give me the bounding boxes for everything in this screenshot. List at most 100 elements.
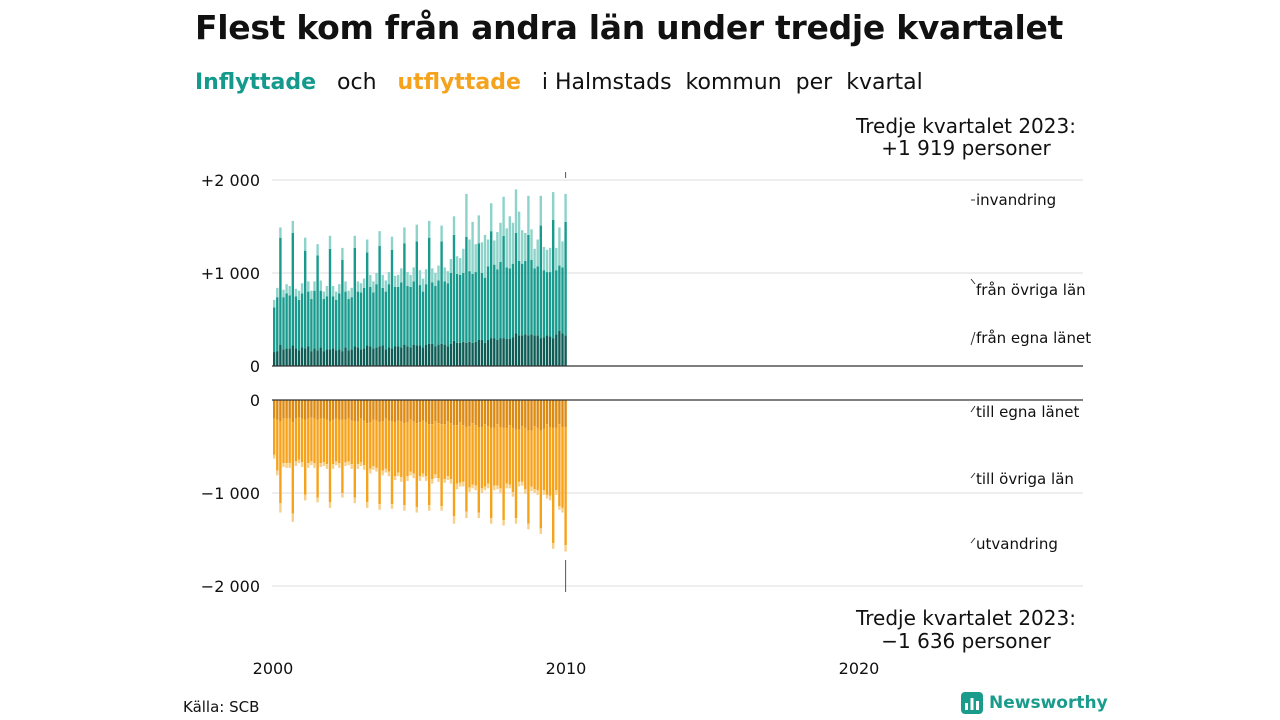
bar-out-own (517, 400, 521, 430)
bar-out-own (316, 400, 319, 420)
bar-emig (291, 513, 294, 522)
bar-in-other (279, 237, 282, 345)
bar-out-other (530, 430, 533, 487)
bar-emig (431, 479, 434, 484)
bar-emig (490, 518, 493, 524)
bar-immig (421, 278, 425, 292)
bar-in-own (455, 342, 459, 366)
bar-emig (285, 463, 288, 468)
bar-out-own (335, 400, 338, 419)
bar-immig (372, 281, 375, 293)
bar-in-own (542, 337, 546, 366)
bar-emig (347, 461, 350, 466)
bar-immig (347, 290, 350, 300)
bar-in-other (400, 282, 403, 348)
bar-in-other (483, 277, 487, 343)
bar-out-other (511, 427, 515, 493)
bar-out-own (564, 400, 567, 427)
bar-in-other (387, 284, 391, 348)
bar-in-own (474, 341, 477, 366)
bar-immig (527, 195, 530, 235)
bar-in-own (325, 349, 329, 366)
bar-out-own (428, 400, 431, 425)
bar-out-own (477, 400, 480, 427)
bar-immig (477, 215, 480, 244)
bar-immig (297, 290, 301, 300)
bar-in-own (344, 347, 347, 366)
bar-in-other (552, 219, 555, 339)
bar-emig (331, 464, 335, 469)
bar-immig (378, 231, 381, 247)
bar-immig (564, 193, 567, 222)
bar-out-own (539, 400, 542, 431)
bar-out-other (344, 419, 347, 463)
bar-out-own (530, 400, 533, 431)
bar-out-other (545, 424, 549, 495)
label-fran-ovriga-lan: från övriga län (976, 281, 1086, 299)
bar-out-other (387, 420, 391, 472)
bar-in-other (462, 273, 465, 342)
bar-out-own (366, 400, 369, 424)
bar-in-other (505, 267, 508, 340)
bar-in-own (409, 347, 412, 366)
bar-in-other (390, 249, 394, 349)
bar-emig (350, 464, 353, 469)
bar-immig (356, 281, 360, 292)
bar-in-own (387, 347, 391, 366)
bar-emig (511, 492, 515, 497)
bar-in-other (558, 265, 561, 331)
bar-out-other (409, 419, 412, 472)
bar-in-other (434, 286, 437, 347)
bar-emig (555, 490, 558, 495)
bar-in-other (465, 236, 468, 343)
label-utvandring: utvandring (976, 535, 1058, 553)
bar-out-other (508, 425, 511, 485)
bar-in-own (437, 344, 440, 366)
bar-immig (455, 256, 459, 274)
bar-immig (325, 286, 329, 297)
bar-out-own (359, 400, 363, 419)
bar-emig (480, 488, 484, 493)
bar-emig (545, 494, 549, 499)
bar-in-other (533, 268, 536, 336)
bar-out-other (406, 422, 409, 477)
bar-in-own (552, 338, 555, 366)
bar-immig (561, 241, 564, 268)
bar-out-other (279, 421, 282, 504)
bar-out-other (362, 420, 366, 466)
bar-out-own (527, 400, 530, 431)
bar-in-other (415, 241, 418, 346)
bar-out-other (273, 418, 276, 455)
bar-out-other (335, 418, 338, 462)
bar-immig (462, 248, 465, 273)
bar-in-own (452, 340, 456, 366)
bar-out-own (406, 400, 409, 423)
bar-out-own (347, 400, 350, 419)
bar-in-other (372, 292, 375, 349)
bar-immig (548, 247, 552, 273)
bar-emig (499, 488, 502, 493)
bar-out-own (471, 400, 474, 424)
bar-in-other (409, 286, 412, 348)
bar-emig (304, 494, 307, 501)
bar-emig (471, 484, 474, 489)
bar-immig (536, 239, 539, 267)
bar-out-own (325, 400, 329, 420)
bar-immig (524, 233, 527, 261)
bar-in-other (288, 295, 291, 349)
bar-immig (499, 222, 502, 262)
bar-out-own (443, 400, 446, 425)
bar-immig (483, 234, 487, 278)
bar-out-other (400, 421, 403, 478)
bar-out-own (502, 400, 505, 428)
bar-out-other (536, 427, 539, 491)
bar-out-other (428, 424, 431, 506)
bar-out-own (331, 400, 335, 420)
bar-emig (421, 473, 425, 478)
bar-in-other (561, 267, 564, 334)
bar-emig (521, 481, 524, 486)
bar-in-own (279, 344, 282, 366)
bar-emig (353, 497, 356, 504)
bar-in-other (517, 260, 521, 336)
bar-in-other (412, 281, 415, 345)
